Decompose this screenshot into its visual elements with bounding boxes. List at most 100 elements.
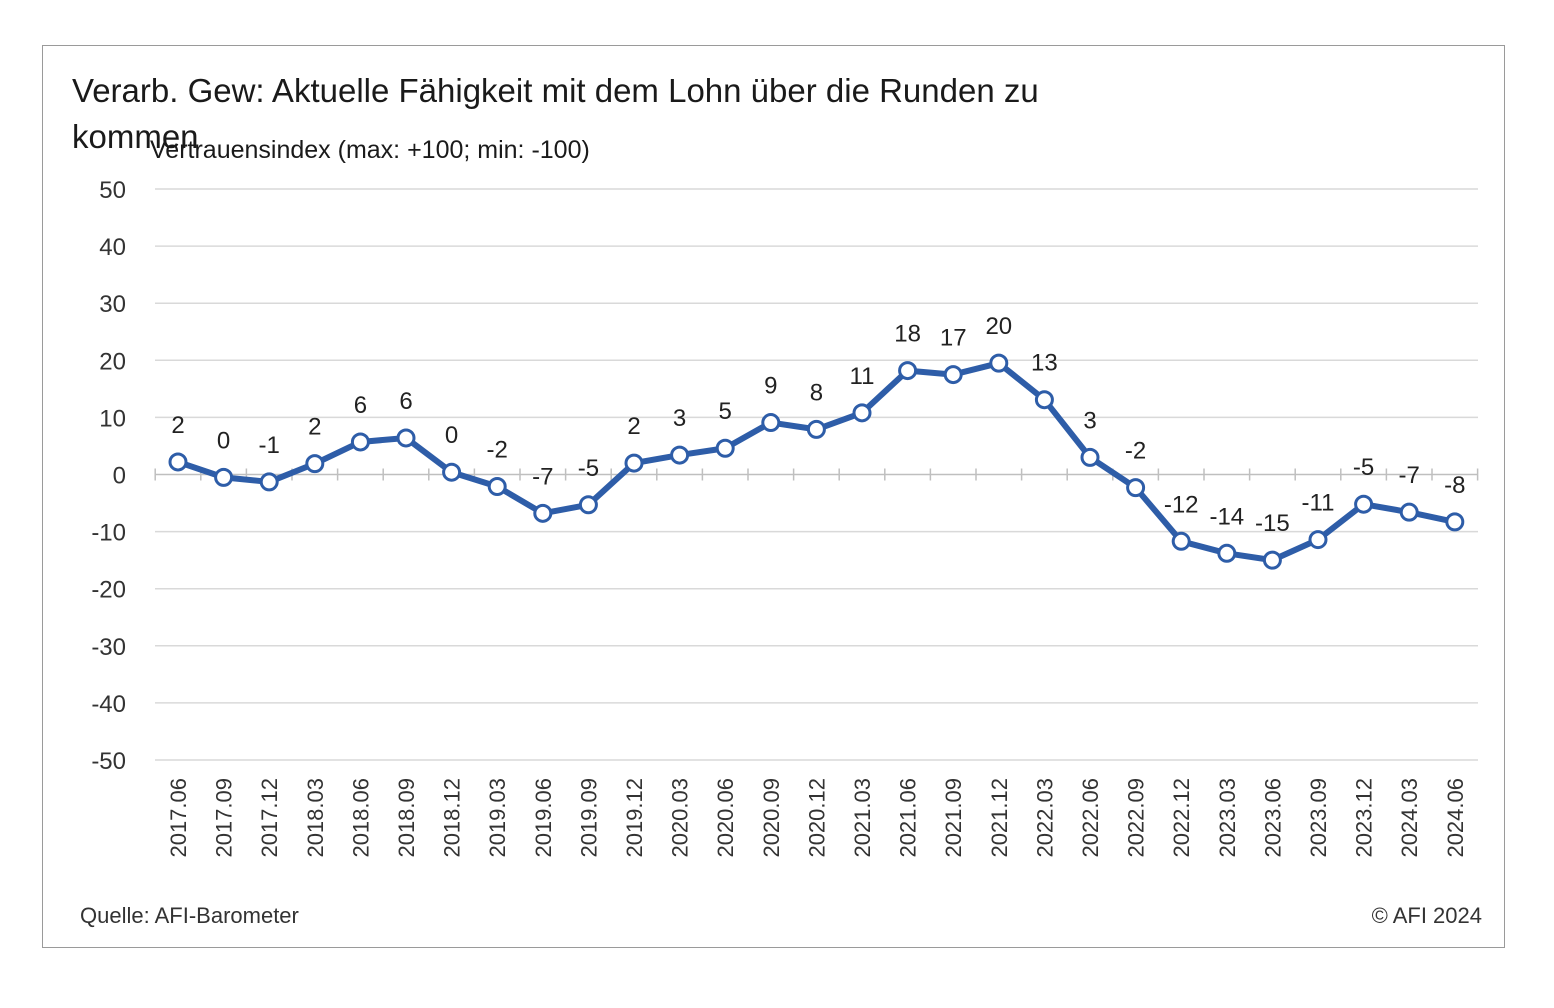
data-label: -1 xyxy=(259,432,280,459)
data-point xyxy=(305,454,325,474)
x-tick-label: 2019.09 xyxy=(576,778,601,858)
x-tick-label: 2022.12 xyxy=(1169,778,1194,858)
data-label: -2 xyxy=(1125,438,1146,465)
data-point xyxy=(214,467,234,487)
data-point xyxy=(989,353,1009,373)
data-label: 13 xyxy=(1031,350,1058,377)
data-label: 8 xyxy=(810,379,823,406)
data-point xyxy=(761,413,781,433)
data-label: 17 xyxy=(940,325,967,352)
y-tick-label: -30 xyxy=(91,634,126,661)
data-point xyxy=(396,428,416,448)
data-label: -2 xyxy=(487,436,508,463)
data-point xyxy=(1126,478,1146,498)
x-tick-label: 2017.12 xyxy=(257,778,282,858)
data-point xyxy=(624,453,644,473)
y-tick-label: -50 xyxy=(91,748,126,775)
data-point xyxy=(1308,530,1328,550)
y-axis-label: Vertrauensindex (max: +100; min: -100) xyxy=(150,136,590,164)
data-point xyxy=(487,476,507,496)
data-label: 2 xyxy=(171,412,184,439)
x-tick-label: 2023.09 xyxy=(1306,778,1331,858)
data-label: -8 xyxy=(1444,472,1465,499)
data-point xyxy=(1262,550,1282,570)
data-point xyxy=(168,452,188,472)
x-tick-label: 2020.12 xyxy=(804,778,829,858)
y-tick-label: 30 xyxy=(99,291,126,318)
data-label: -11 xyxy=(1302,490,1335,517)
y-tick-label: 50 xyxy=(99,177,126,204)
x-tick-label: 2018.06 xyxy=(348,778,373,858)
data-point xyxy=(715,438,735,458)
data-label: 6 xyxy=(399,388,412,415)
data-point xyxy=(259,472,279,492)
x-tick-label: 2023.03 xyxy=(1215,778,1240,858)
y-tick-label: -40 xyxy=(91,691,126,718)
x-tick-label: 2021.12 xyxy=(987,778,1012,858)
data-series xyxy=(168,353,1465,570)
data-label: -15 xyxy=(1255,510,1290,537)
data-point xyxy=(670,445,690,465)
data-point xyxy=(806,419,826,439)
data-point xyxy=(852,403,872,423)
data-label: 3 xyxy=(1083,407,1096,434)
x-tick-label: 2022.03 xyxy=(1032,778,1057,858)
data-point xyxy=(1080,447,1100,467)
data-label: -12 xyxy=(1164,491,1199,518)
x-tick-label: 2023.12 xyxy=(1352,778,1377,858)
data-point xyxy=(1445,512,1465,532)
x-tick-label: 2022.06 xyxy=(1078,778,1103,858)
data-label: -7 xyxy=(532,463,553,490)
x-tick-label: 2021.06 xyxy=(896,778,921,858)
y-tick-labels: 50 40 30 20 10 0 -10 -20 -30 -40 -50 xyxy=(91,177,126,775)
data-point xyxy=(1171,531,1191,551)
data-point xyxy=(350,432,370,452)
data-label: -14 xyxy=(1209,503,1244,530)
x-tick-label: 2020.06 xyxy=(713,778,738,858)
data-label: 5 xyxy=(719,398,732,425)
x-tick-label: 2022.09 xyxy=(1124,778,1149,858)
x-tick-label: 2017.06 xyxy=(166,778,191,858)
data-point xyxy=(1354,494,1374,514)
data-label: 3 xyxy=(673,405,686,432)
x-tick-labels: 2017.06 2017.09 2017.12 2018.03 2018.06 2018.… xyxy=(166,778,1468,858)
data-point xyxy=(1399,502,1419,522)
x-tick-label: 2020.03 xyxy=(668,778,693,858)
data-label: 6 xyxy=(354,392,367,419)
data-point xyxy=(533,503,553,523)
x-axis xyxy=(154,468,1479,481)
x-tick-label: 2019.06 xyxy=(531,778,556,858)
data-label: -5 xyxy=(578,455,599,482)
x-tick-label: 2019.12 xyxy=(622,778,647,858)
x-tick-label: 2018.03 xyxy=(303,778,328,858)
data-label: 9 xyxy=(764,373,777,400)
data-label: 2 xyxy=(308,414,321,441)
y-tick-label: 10 xyxy=(99,405,126,432)
copyright-note: © AFI 2024 xyxy=(1371,903,1482,928)
y-tick-label: -10 xyxy=(91,520,126,547)
x-tick-label: 2023.06 xyxy=(1260,778,1285,858)
data-label: 18 xyxy=(894,321,921,348)
x-tick-label: 2018.12 xyxy=(440,778,465,858)
x-tick-label: 2021.03 xyxy=(850,778,875,858)
data-point xyxy=(898,361,918,381)
data-label: -5 xyxy=(1353,454,1374,481)
chart-title: Verarb. Gew: Aktuelle Fähigkeit mit dem … xyxy=(72,72,1039,155)
gridlines xyxy=(155,188,1478,761)
data-label: 11 xyxy=(850,363,875,390)
data-label: 20 xyxy=(985,313,1012,340)
chart-frame xyxy=(42,45,1505,948)
y-tick-label: -20 xyxy=(91,577,126,604)
data-label: 0 xyxy=(445,422,458,449)
x-tick-label: 2024.03 xyxy=(1397,778,1422,858)
data-point xyxy=(943,365,963,385)
y-tick-label: 20 xyxy=(99,348,126,375)
data-label: -7 xyxy=(1399,462,1420,489)
x-tick-label: 2017.09 xyxy=(212,778,237,858)
y-tick-label: 40 xyxy=(99,234,126,261)
data-point xyxy=(578,495,598,515)
x-tick-label: 2019.03 xyxy=(485,778,510,858)
x-tick-label: 2021.09 xyxy=(941,778,966,858)
